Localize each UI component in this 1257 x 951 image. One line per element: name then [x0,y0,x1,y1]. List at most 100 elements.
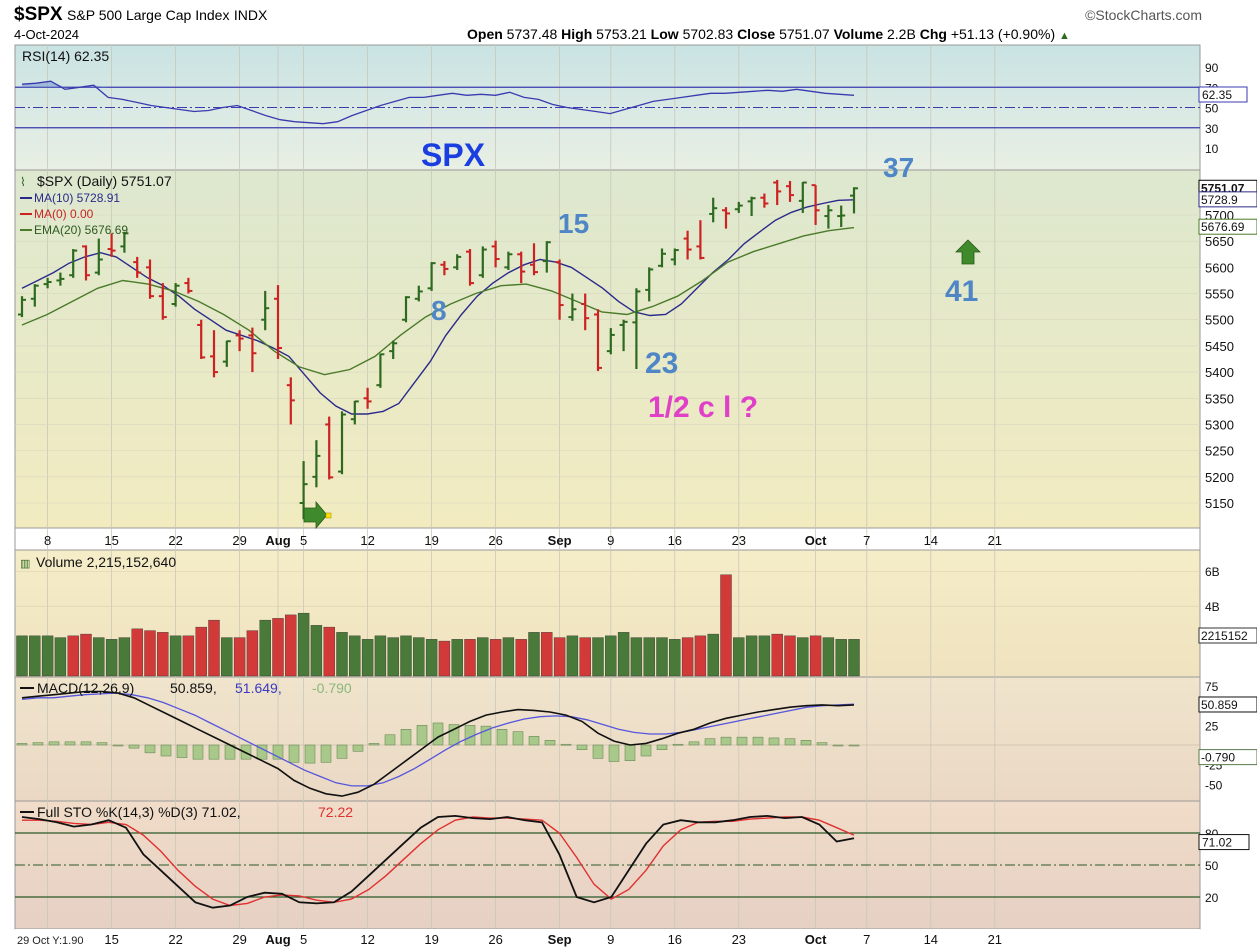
macd-hist-bar [528,736,540,746]
ohlc-bar [517,251,526,284]
sto-panel [14,800,1201,930]
high-value: 5753.21 [596,26,647,42]
low-value: 5702.83 [682,26,734,42]
x-tick-label: 21 [988,533,1002,548]
macd-hist-inline: -0.790 [312,680,352,696]
x-tick-label: 29 [232,533,246,548]
price-y-tick: 5500 [1205,313,1234,328]
rsi-value-box [1198,86,1248,103]
macd-hist-bar [816,742,828,746]
rsi-panel [14,44,1201,171]
volume-bar [528,632,540,677]
ohlc-bar [350,400,359,425]
volume-bar [720,574,732,677]
ohlc-bar [619,319,628,352]
open-value: 5737.48 [506,26,558,42]
ohlc-bar [414,285,423,302]
x-tick-label-bottom: 26 [488,932,502,947]
macd-hist-bar [672,743,684,746]
ohlc-bar [760,193,769,208]
ohlc-bar [734,201,743,213]
exchange: INDX [233,7,268,23]
ohlc-bar [670,248,679,266]
x-tick-label: Aug [265,533,290,548]
macd-hist-bar [192,744,204,760]
sto-value-label: 71.02 [1202,836,1232,850]
ohlc-bar [542,241,551,273]
close-value: 5751.07 [779,26,830,42]
ohlc-bar [747,196,756,217]
ohlc-bar [645,267,654,302]
x-tick-label-bottom: Sep [548,932,572,947]
ema20-value-label: 5676.69 [1201,220,1245,234]
x-tick-label-bottom: 16 [668,932,682,947]
x-tick-label-bottom: 7 [863,932,870,947]
ohlc-bar [581,293,590,331]
low-label: Low [650,26,679,42]
volume-bar [451,639,463,677]
macd-value-inline: 50.859, [170,680,217,696]
macd-hist-bar [656,744,668,750]
macd-hist-label: -0.790 [1201,751,1235,765]
brand: ©StockCharts.com [1085,7,1202,23]
ema20-legend: EMA(20) 5676.69 [34,223,128,237]
volume-bar [182,635,195,677]
volume-bar [707,633,719,677]
macd-y-tick: 75 [1205,680,1219,694]
ohlc-bar [824,205,833,229]
date-axis-bottom [15,929,1200,951]
rsi-y-tick: 90 [1205,61,1219,75]
macd-hist-bar [112,744,124,747]
ohlc-bar [120,231,129,253]
macd-hist-bar [640,744,652,757]
ohlc-bar [274,285,282,359]
chg-arrow-icon: ▲ [1059,30,1070,42]
ohlc-bar [363,387,372,409]
volume-bar [502,637,515,677]
volume-bar [553,637,566,677]
rsi-line [21,80,855,125]
volume-bar [566,635,579,677]
volume-value: 2.2B [887,26,916,42]
volume-bar [694,635,707,677]
price-y-tick: 5600 [1205,260,1234,275]
volume-bar [592,637,604,677]
macd-value-label: 50.859 [1201,698,1238,712]
rsi-y-tick: 10 [1205,142,1219,156]
volume-bar [93,637,105,677]
volume-bar [835,639,847,677]
macd-hist-bar [768,737,780,746]
instrument-name: S&P 500 Large Cap Index [67,7,230,23]
macd-label: MACD(12,26,9) [37,680,134,696]
ohlc-bar [504,251,513,270]
chart-date: 4-Oct-2024 [14,27,80,42]
macd-hist-bar [320,744,332,763]
volume-bar [745,635,758,677]
price-y-tick: 5550 [1205,287,1234,302]
price-y-tick: 5350 [1205,391,1234,406]
ohlc-bar [18,296,26,318]
macd-hist-bar [176,744,188,758]
x-tick-label: Sep [548,533,572,548]
volume-bar [105,639,118,677]
ohlc-bar [171,283,180,307]
volume-value-box [1198,627,1257,644]
volume-bar [771,633,783,677]
macd-hist-bar [480,725,492,746]
ohlc-bar [197,319,206,359]
price-panel [14,169,1201,529]
macd-line [21,690,855,797]
macd-hist-bar [368,743,380,746]
ohlc-bar [658,248,666,268]
rsi-y-tick: 30 [1205,122,1219,136]
macd-hist-bar [736,736,748,746]
macd-hist-bar [32,742,44,746]
ohlc-bar [248,327,257,373]
wave-23-label: 23 [645,347,678,380]
ohlc-bar [210,330,218,378]
ohlc-bar [837,205,846,228]
ma10-value-label: 5728.9 [1201,193,1238,207]
x-tick-label-bottom: 5 [300,932,307,947]
ohlc-bar [811,184,820,225]
volume-bar [361,639,374,677]
